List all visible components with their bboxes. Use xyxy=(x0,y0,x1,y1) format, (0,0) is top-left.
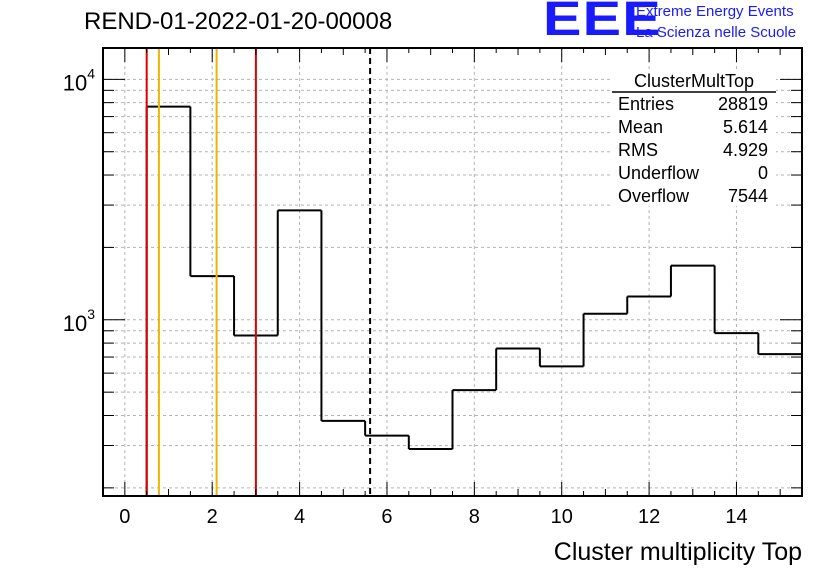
stats-row-label: Underflow xyxy=(618,163,700,183)
stats-title: ClusterMultTop xyxy=(634,71,754,91)
x-tick-label: 10 xyxy=(551,506,573,528)
stats-row-label: RMS xyxy=(618,140,658,160)
x-tick-label: 4 xyxy=(294,506,305,528)
stats-box: ClusterMultTop Entries 28819 Mean 5.614 RMS 4… xyxy=(612,70,776,206)
eee-logo: EEE xyxy=(543,0,662,46)
marker-lines xyxy=(145,48,372,496)
plot-title: REND-01-2022-01-20-00008 xyxy=(84,8,393,35)
stats-rows: Entries 28819 Mean 5.614 RMS 4.929 Underflow 0 O… xyxy=(618,94,768,206)
x-tick-label: 6 xyxy=(381,506,392,528)
y-tick-label-base: 10 xyxy=(63,70,87,95)
y-tick-label: 104 xyxy=(63,65,95,95)
stats-row-label: Overflow xyxy=(618,186,690,206)
y-tick-label: 103 xyxy=(63,306,95,336)
x-tick-label: 12 xyxy=(638,506,660,528)
stats-row-value: 4.929 xyxy=(723,140,768,160)
stats-row-value: 7544 xyxy=(728,186,768,206)
y-tick-label-exponent: 4 xyxy=(87,65,95,81)
y-tick-label-base: 10 xyxy=(63,311,87,336)
x-tick-label: 14 xyxy=(725,506,747,528)
logo-caption-line2: La Scienza nelle Scuole xyxy=(636,24,797,41)
logo-caption-line1: Extreme Energy Events xyxy=(636,3,794,20)
stats-row-label: Entries xyxy=(618,94,674,114)
x-tick-label: 0 xyxy=(119,506,130,528)
x-tick-label: 8 xyxy=(469,506,480,528)
stats-row-value: 0 xyxy=(758,163,768,183)
y-tick-label-exponent: 3 xyxy=(87,306,95,322)
x-tick-label: 2 xyxy=(207,506,218,528)
grid-lines xyxy=(103,48,802,496)
x-axis-label: Cluster multiplicity Top xyxy=(554,538,802,566)
stats-row-label: Mean xyxy=(618,117,663,137)
axis-ticks xyxy=(103,48,802,496)
stats-row-value: 5.614 xyxy=(723,117,768,137)
stats-row-value: 28819 xyxy=(718,94,768,114)
